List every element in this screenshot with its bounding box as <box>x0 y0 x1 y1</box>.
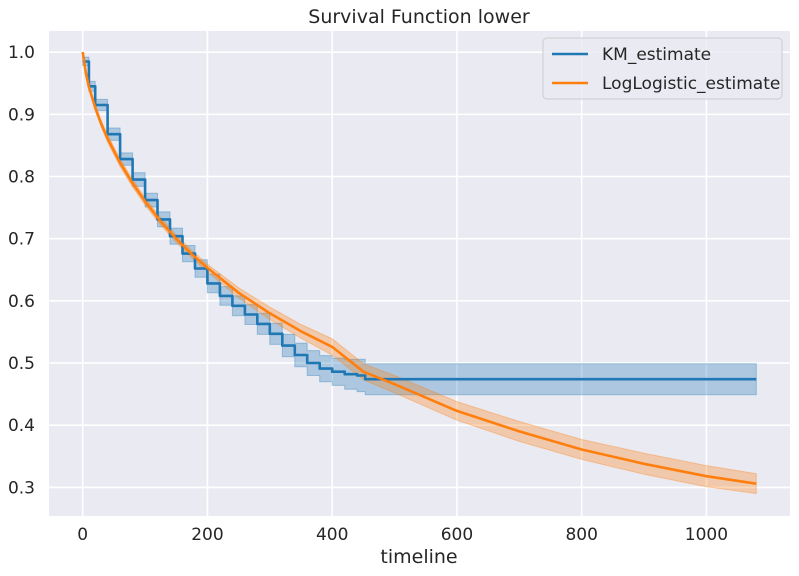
y-tick-label: 0.3 <box>8 478 35 498</box>
legend-label: LogLogistic_estimate <box>602 74 780 94</box>
km-estimate-line <box>82 60 757 381</box>
y-tick-label: 0.8 <box>8 168 35 188</box>
legend: KM_estimate LogLogistic_estimate <box>542 37 783 100</box>
y-tick-label: 0.4 <box>8 416 35 436</box>
y-tick-label: 0.6 <box>8 292 35 312</box>
loglogistic-estimate-line <box>81 51 757 485</box>
x-tick-label: 600 <box>441 525 473 545</box>
legend-box <box>542 37 783 100</box>
y-axis-ticks: 0.3 0.4 0.5 0.6 0.7 0.8 0.9 1.0 <box>8 43 35 498</box>
x-axis-label: timeline <box>380 546 457 568</box>
x-tick-label: 1000 <box>685 525 728 545</box>
y-tick-label: 1.0 <box>8 43 35 63</box>
series-lines <box>81 51 757 485</box>
plot-area <box>49 31 790 516</box>
y-tick-label: 0.5 <box>8 354 35 374</box>
y-tick-label: 0.7 <box>8 230 35 250</box>
x-tick-label: 800 <box>565 525 597 545</box>
legend-label: KM_estimate <box>602 45 711 65</box>
x-tick-label: 200 <box>191 525 223 545</box>
x-tick-label: 400 <box>316 525 348 545</box>
x-tick-label: 0 <box>77 525 88 545</box>
chart-title: Survival Function lower <box>308 6 530 28</box>
y-tick-label: 0.9 <box>8 105 35 125</box>
x-axis-ticks: 0 200 400 600 800 1000 <box>77 525 728 545</box>
